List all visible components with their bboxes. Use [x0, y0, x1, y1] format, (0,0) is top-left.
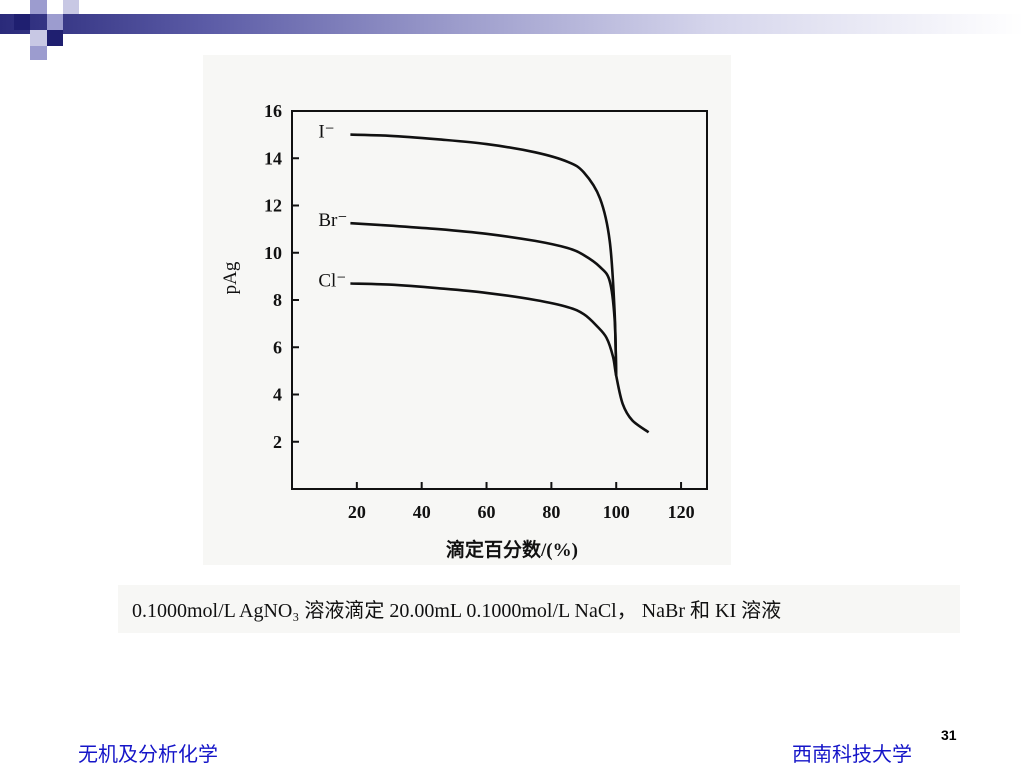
header-square-dark	[47, 30, 63, 46]
header-square-light	[30, 46, 47, 60]
figure-caption: 0.1000mol/L AgNO₃ 溶液滴定 20.00mL 0.1000mol…	[132, 600, 782, 622]
series-label: Cl⁻	[318, 270, 346, 291]
plot-frame	[291, 110, 708, 490]
y-axis-label: pAg	[220, 261, 241, 294]
y-tick-label: 14	[264, 148, 282, 168]
x-tick-label: 60	[478, 502, 496, 522]
y-tick-label: 2	[273, 432, 282, 452]
course-title: 无机及分析化学	[78, 744, 218, 766]
page-number: 31	[941, 727, 957, 743]
series-line	[350, 221, 618, 376]
series-line	[350, 282, 650, 434]
series-label: I⁻	[318, 122, 334, 143]
x-tick-label: 40	[413, 502, 431, 522]
header-square-dark	[14, 14, 30, 30]
university-name: 西南科技大学	[792, 744, 912, 766]
x-tick-label: 100	[603, 502, 630, 522]
header-square-light	[30, 30, 47, 46]
header-square-light	[47, 14, 63, 30]
header-gradient-bar	[0, 14, 1024, 34]
series-label: Br⁻	[318, 210, 347, 231]
header-square-light	[63, 0, 79, 14]
data-series: I⁻ Br⁻ Cl⁻	[318, 122, 650, 434]
header-square-light	[30, 0, 47, 14]
y-tick-label: 12	[264, 196, 282, 216]
y-tick-label: 16	[264, 101, 282, 121]
y-tick-label: 8	[273, 290, 282, 310]
x-axis: 20 40 60 80 100 120	[348, 482, 695, 522]
y-tick-label: 10	[264, 243, 282, 263]
x-tick-label: 80	[542, 502, 560, 522]
y-tick-label: 6	[273, 337, 282, 357]
series-line	[350, 133, 618, 376]
x-tick-label: 120	[668, 502, 695, 522]
x-tick-label: 20	[348, 502, 366, 522]
x-axis-label: 滴定百分数/(%)	[446, 538, 578, 561]
caption-background	[118, 585, 960, 633]
y-tick-label: 4	[273, 385, 282, 405]
y-axis: 2 4 6 8 10 12 14 16	[264, 101, 299, 452]
